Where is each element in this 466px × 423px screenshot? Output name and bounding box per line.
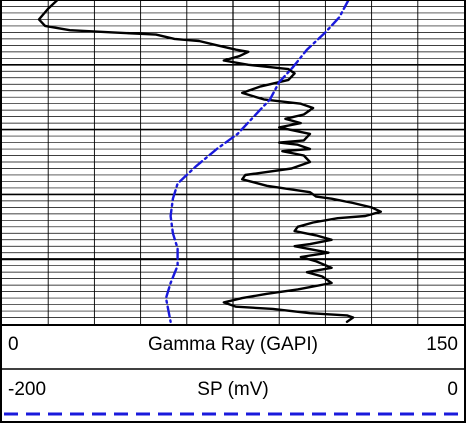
sp-curve — [164, 0, 350, 323]
grid-major-lines — [2, 64, 464, 261]
gamma-ray-scale-min: 0 — [8, 334, 19, 355]
sp-scale-min: -200 — [8, 379, 47, 400]
sp-scale-max: 0 — [447, 379, 458, 400]
grid-minor-lines — [2, 0, 464, 324]
log-curves — [37, 0, 382, 323]
gamma-ray-curve-name: Gamma Ray (GAPI) — [148, 334, 318, 355]
gamma-ray-curve — [37, 0, 382, 323]
sp-curve-name: SP (mV) — [197, 379, 269, 400]
gamma-ray-scale-max: 150 — [426, 334, 458, 355]
